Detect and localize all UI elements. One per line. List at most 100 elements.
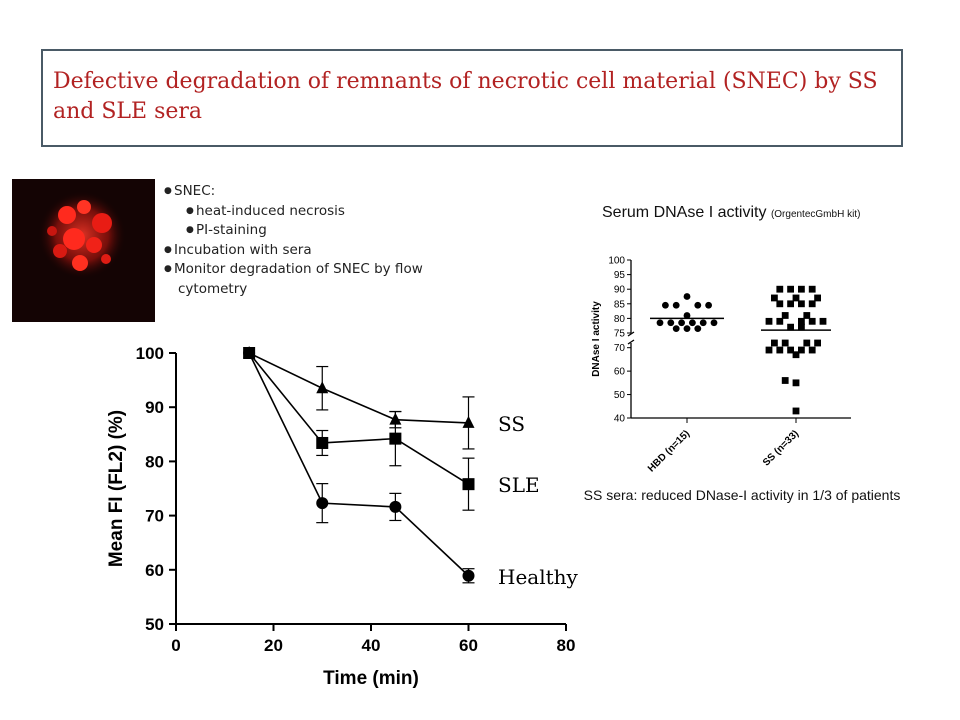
- scatter-point: [781, 377, 789, 384]
- bullet-item: ● Monitor degradation of SNEC by flow: [164, 261, 423, 277]
- inset-caption: SS sera: reduced DNase-I activity in 1/3…: [583, 487, 901, 503]
- scatter-point: [765, 317, 773, 325]
- scatter-point: [798, 346, 805, 354]
- scatter-point: [787, 285, 794, 293]
- axis-break-mark: [627, 331, 635, 337]
- data-point: [389, 432, 402, 445]
- inset-x-tick-label: SS (n=33): [761, 428, 801, 468]
- data-point: [316, 497, 329, 510]
- axis-break-mark: [627, 339, 635, 345]
- data-point: [462, 415, 475, 428]
- y-tick-label: 90: [145, 398, 164, 417]
- bullet-item: ● Incubation with sera: [164, 241, 312, 258]
- y-tick-label: 100: [136, 344, 164, 363]
- scatter-point: [808, 300, 816, 308]
- inset-y-tick-label: 80: [614, 314, 626, 325]
- data-point: [316, 381, 329, 394]
- scatter-point: [803, 339, 811, 347]
- series-label: Healthy: [498, 565, 579, 589]
- scatter-point: [803, 312, 811, 319]
- x-tick-label: 20: [264, 636, 283, 655]
- scatter-point: [787, 346, 794, 354]
- y-tick-label: 50: [145, 615, 164, 634]
- scatter-point: [792, 407, 800, 415]
- inset-y-tick-label: 90: [614, 285, 626, 296]
- scatter-point: [776, 317, 784, 325]
- scatter-point: [705, 301, 712, 309]
- data-point: [389, 500, 402, 513]
- scatter-point: [689, 319, 696, 327]
- micrograph-svg: [12, 179, 155, 322]
- scatter-point: [808, 285, 816, 293]
- scatter-point: [798, 323, 805, 331]
- scatter-point: [776, 300, 784, 308]
- x-axis-label: Time (min): [323, 668, 419, 689]
- scatter-point: [819, 317, 827, 325]
- microscopy-image-icon: [12, 179, 155, 322]
- inset-y-axis-label: DNAse I activity: [591, 301, 602, 377]
- inset-y-tick-label: 95: [614, 270, 626, 281]
- bullet-item: ● heat-induced necrosis: [186, 202, 345, 219]
- series-label: SS: [498, 412, 525, 436]
- scatter-point: [771, 294, 778, 302]
- slide-title: Defective degradation of remnants of nec…: [53, 69, 878, 124]
- x-tick-label: 40: [362, 636, 381, 655]
- scatter-point: [792, 379, 800, 387]
- inset-y-tick-label: 75: [614, 329, 626, 340]
- inset-y-tick-label: 85: [614, 299, 626, 310]
- x-tick-label: 0: [171, 636, 180, 655]
- scatter-point: [798, 317, 805, 325]
- scatter-point: [656, 319, 664, 327]
- scatter-point: [771, 339, 778, 347]
- data-point: [462, 569, 475, 582]
- scatter-point: [672, 325, 680, 333]
- x-tick-label: 80: [557, 636, 576, 655]
- scatter-point: [787, 323, 794, 331]
- scatter-point: [798, 285, 805, 293]
- scatter-point: [787, 300, 794, 308]
- scatter-point: [814, 339, 821, 347]
- inset-y-tick-label: 50: [614, 390, 626, 401]
- series-line: [248, 352, 469, 485]
- data-point: [462, 478, 475, 491]
- inset-y-tick-label: 40: [614, 414, 626, 425]
- scatter-point: [781, 339, 789, 347]
- scatter-point: [694, 301, 702, 309]
- y-axis-label: Mean FI (FL2) (%): [106, 410, 127, 567]
- scatter-point: [662, 301, 669, 309]
- scatter-point: [776, 346, 784, 354]
- inset-y-tick-label: 100: [608, 256, 625, 267]
- series-line: [248, 352, 470, 577]
- scatter-point: [808, 317, 816, 325]
- scatter-point: [667, 319, 675, 327]
- scatter-point: [710, 319, 718, 327]
- scatter-point: [683, 325, 691, 333]
- scatter-point: [683, 293, 691, 300]
- inset-y-tick-label: 60: [614, 367, 626, 378]
- x-tick-label: 60: [459, 636, 478, 655]
- bullet-item-continuation: cytometry: [178, 280, 248, 297]
- y-tick-label: 80: [145, 452, 164, 471]
- bullet-list: ● SNEC: ● heat-induced necrosis ● PI-staini…: [164, 182, 464, 299]
- scatter-point: [683, 312, 691, 319]
- scatter-point: [798, 300, 805, 308]
- scatter-point: [672, 301, 680, 309]
- scatter-point: [792, 294, 800, 302]
- scatter-point: [808, 346, 816, 354]
- scatter-point: [781, 312, 789, 319]
- inset-chart-title: Serum DNAse I activity (OrgentecGmbH kit…: [602, 204, 861, 221]
- series-line: [248, 352, 469, 424]
- scatter-point: [765, 346, 773, 354]
- scatter-point: [694, 325, 702, 333]
- inset-y-tick-label: 70: [614, 343, 626, 354]
- inset-x-tick-label: HBD (n=15): [646, 428, 692, 474]
- title-box: Defective degradation of remnants of nec…: [41, 49, 903, 147]
- data-point: [316, 436, 329, 449]
- y-tick-label: 70: [145, 507, 164, 526]
- scatter-point: [814, 294, 821, 302]
- series-label: SLE: [498, 473, 540, 497]
- scatter-point: [678, 319, 685, 327]
- bullet-item: ● PI-staining: [186, 222, 267, 238]
- data-point: [243, 347, 256, 359]
